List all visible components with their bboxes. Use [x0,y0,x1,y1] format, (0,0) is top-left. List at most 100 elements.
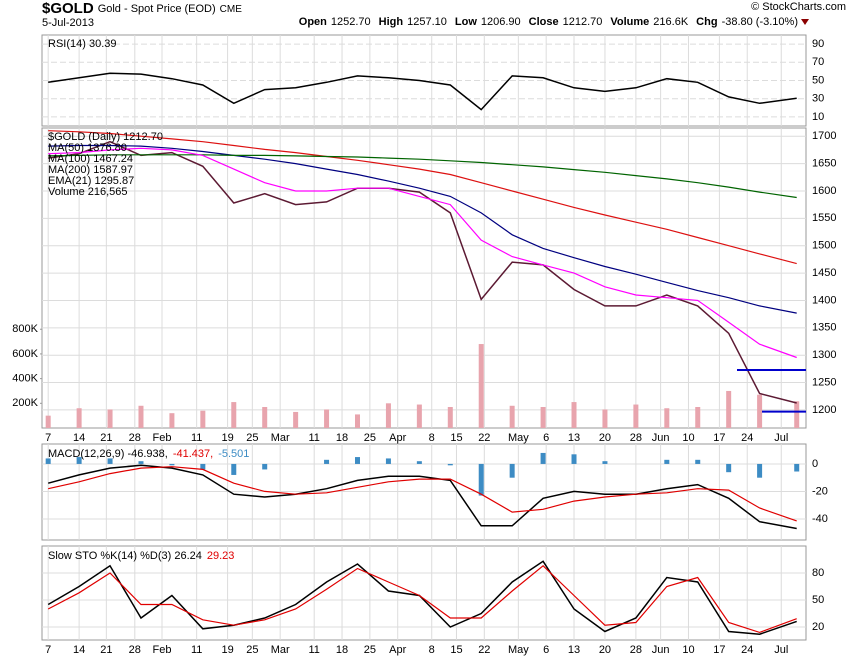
y-tick-label: 1600 [812,185,836,197]
x-tick-label: 28 [630,432,642,444]
bar [45,415,51,428]
y-tick-label: 20 [812,621,824,633]
y-tick-label: 1200 [812,404,836,416]
bar [262,463,268,470]
bar [633,404,639,428]
bar [231,402,237,428]
line [48,144,797,314]
y-tick-label: 70 [812,56,824,68]
bar [695,459,701,464]
bar [540,407,546,428]
x-tick-label: 18 [336,644,348,656]
legend: MACD(12,26,9) -46.938, -41.437, -5.501 [48,448,249,460]
x-tick-label: Apr [389,644,406,656]
x-tick-label: 20 [599,432,611,444]
x-tick-label: 8 [429,644,435,656]
y-tick-label: 1250 [812,376,836,388]
legend-entry: -5.501 [218,448,249,460]
x-tick-label: 22 [478,644,490,656]
quote-label: Low [455,16,477,28]
x-tick-label: 7 [45,432,51,444]
bar [478,463,484,496]
x-tick-label: Jul [774,432,788,444]
bar [447,407,453,428]
legend-entry: RSI(14) 30.39 [48,38,116,50]
bar [757,463,763,478]
y-tick-label: 90 [812,38,824,50]
x-tick-label: 8 [429,432,435,444]
x-tick-label: 11 [191,432,202,444]
line [48,154,797,199]
x-tick-label: 19 [221,644,233,656]
bar [354,457,360,464]
legend-entry: MA(50) 1376.80 [48,142,127,154]
x-tick-label: 24 [741,432,753,444]
quote-value: 216.6K [653,16,689,28]
bar [293,411,299,428]
bar [757,394,763,428]
line [48,140,797,404]
x-tick-label: 10 [682,644,694,656]
x-tick-label: 25 [246,644,258,656]
x-tick-label: 20 [599,644,611,656]
date: 5-Jul-2013 [42,17,94,29]
y-tick-label: 1550 [812,212,836,224]
legend-entry: -41.437, [173,448,213,460]
quote-label: Open [299,16,327,28]
x-tick-label: 18 [336,432,348,444]
y2-tick-label: 200K [12,397,38,409]
legend-entry: EMA(21) 1295.87 [48,175,134,187]
x-tick-label: 13 [568,432,580,444]
bar [324,459,330,464]
legend-entry: 29.23 [207,550,235,562]
x-tick-label: 22 [478,432,490,444]
down-arrow [801,19,809,25]
bar [138,461,144,464]
bar [262,407,268,428]
y-tick-label: 1400 [812,294,836,306]
bar [200,410,206,428]
bar [571,454,577,464]
x-tick-label: 7 [45,644,51,656]
line [48,130,797,265]
line [48,147,797,359]
quote-value: -38.80 (-3.10%) [722,16,798,28]
bar [169,463,175,466]
bar [416,404,422,428]
x-tick-label: 15 [450,432,462,444]
y-tick-label: 50 [812,594,824,606]
exchange: CME [220,4,243,15]
bar [509,463,515,478]
legend-entry: MACD(12,26,9) -46.938, [48,448,168,460]
x-tick-label: 21 [100,644,112,656]
x-tick-label: Feb [153,432,172,444]
quote-value: 1212.70 [563,16,603,28]
bar [794,463,800,472]
bar [385,458,391,464]
x-tick-label: Jun [652,432,670,444]
bar [726,463,732,473]
line [48,464,797,530]
x-tick-label: 11 [191,644,202,656]
y-tick-label: -20 [812,485,828,497]
bar [416,461,422,464]
bar [571,402,577,428]
x-tick-label: 25 [364,432,376,444]
quote-label: Volume [610,16,649,28]
title: $GOLD Gold - Spot Price (EOD) CME [42,0,242,17]
quote-value: 1206.90 [481,16,521,28]
legend-entry: MA(200) 1587.97 [48,164,133,176]
x-tick-label: 6 [543,644,549,656]
x-tick-label: 28 [129,432,141,444]
bar [107,458,113,464]
line [48,72,797,111]
line [47,564,797,634]
x-tick-label: Apr [389,432,406,444]
x-tick-label: 25 [246,432,258,444]
legend-entry: MA(100) 1467.24 [48,153,133,165]
x-tick-label: 17 [713,644,725,656]
y2-tick-label: 600K [12,348,38,360]
x-tick-label: 14 [73,644,85,656]
y-tick-label: 50 [812,74,824,86]
